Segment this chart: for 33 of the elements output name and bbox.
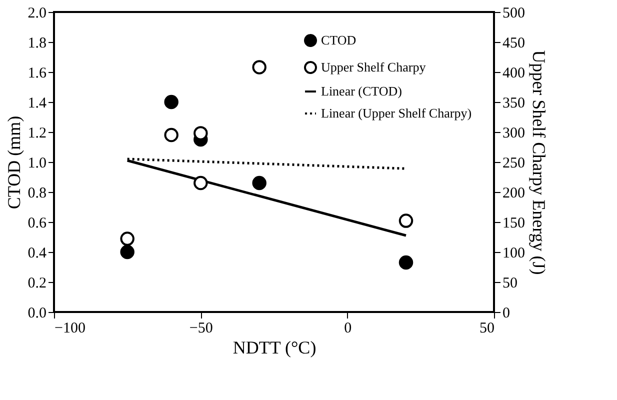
y2-tick-label: 450	[502, 36, 525, 52]
legend-label: Linear (CTOD)	[321, 84, 402, 98]
y-axis-title: CTOD (mm)	[4, 116, 24, 210]
y2-tick-label: 300	[502, 126, 525, 142]
x-tick-label: 50	[480, 320, 494, 336]
y-tick-label: 1.2	[28, 126, 46, 142]
y-tick-label: 0.6	[28, 216, 47, 232]
y-tick-label: 1.8	[28, 36, 46, 52]
legend-label: Upper Shelf Charpy	[321, 60, 426, 74]
y2-tick-label: 350	[502, 96, 525, 112]
legend-label: Linear (Upper Shelf Charpy)	[321, 106, 472, 120]
x-tick-label: 0	[344, 320, 352, 336]
y2-tick-label: 0	[502, 306, 510, 322]
y-tick-label: 0.2	[28, 276, 46, 292]
y-tick-label: 1.0	[28, 156, 46, 172]
x-tick-label: −50	[189, 320, 213, 336]
y-tick-label: 1.6	[28, 66, 47, 82]
y2-tick-label: 200	[502, 186, 525, 202]
y2-tick-label: 100	[502, 246, 525, 262]
y2-tick-label: 50	[502, 276, 518, 292]
y-tick-label: 0.4	[28, 246, 47, 262]
y2-tick-label: 500	[502, 6, 525, 22]
y2-tick-label: 150	[502, 216, 525, 232]
y2-tick-label: 400	[502, 66, 525, 82]
y-tick-label: 2.0	[28, 6, 46, 22]
y2-axis-title: Upper Shelf Charpy Energy (J)	[529, 50, 549, 275]
y-tick-label: 0.8	[28, 186, 46, 202]
y-tick-label: 1.4	[28, 96, 47, 112]
x-axis-title: NDTT (°C)	[232, 338, 316, 358]
y-tick-label: 0.0	[28, 306, 46, 322]
y2-tick-label: 250	[502, 156, 525, 172]
x-tick-label: −100	[54, 320, 86, 336]
legend-label: CTOD	[321, 32, 356, 48]
